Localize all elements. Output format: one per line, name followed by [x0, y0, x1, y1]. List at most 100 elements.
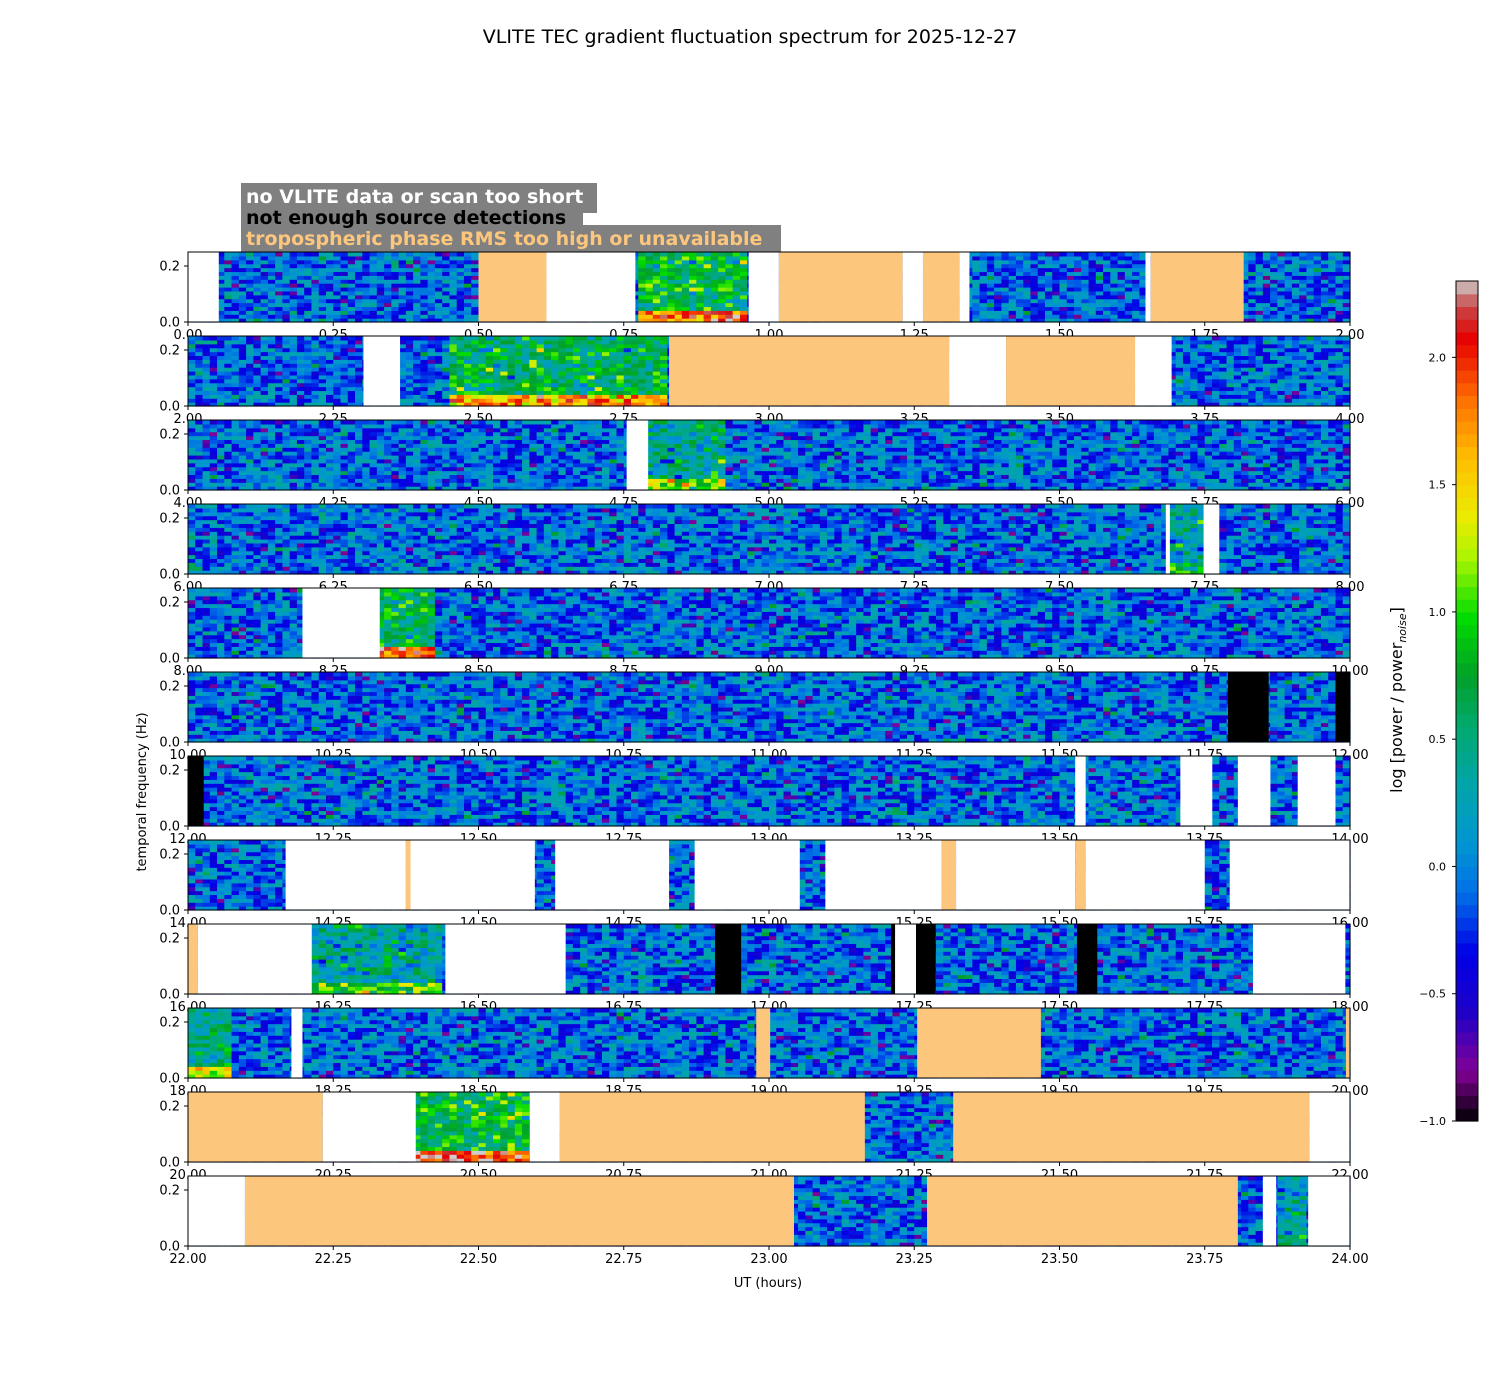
spectrum-cell [304, 287, 312, 291]
spectrum-cell [660, 303, 668, 307]
spectrum-cell [311, 283, 319, 287]
spectrum-cell [253, 271, 261, 275]
spectrum-cell [675, 291, 683, 295]
spectrum-cell [362, 299, 370, 303]
spectrum-cell [413, 306, 421, 310]
spectrum-cell [232, 299, 240, 303]
spectrum-cell [253, 283, 261, 287]
spectrum-cell [232, 252, 240, 256]
spectrum-cell [442, 256, 450, 260]
spectrum-cell [239, 268, 247, 272]
spectrum-cell [261, 310, 269, 314]
spectrum-cell [232, 275, 240, 279]
spectrum-cell [253, 287, 261, 291]
spectrum-cell [377, 291, 385, 295]
spectrum-cell [384, 287, 392, 291]
spectrum-cell [232, 260, 240, 264]
spectrum-cell [399, 279, 407, 283]
spectrum-cell [311, 268, 319, 272]
panel-1: 0.00.20.00 0.25 0.50 0.75 1.00 1.25 1.50 1.75 2.… [159, 252, 1364, 343]
spectrum-cell [377, 271, 385, 275]
spectrum-cell [232, 287, 240, 291]
spectrum-cell [457, 264, 465, 268]
spectrum-cell [362, 279, 370, 283]
spectrum-cell [362, 271, 370, 275]
spectrum-cell [370, 268, 378, 272]
spectrum-cell [384, 279, 392, 283]
spectrum-cell [275, 256, 283, 260]
spectrum-cell [282, 256, 290, 260]
spectrum-cell [377, 306, 385, 310]
spectrum-cell [290, 268, 298, 272]
spectrum-cell [457, 268, 465, 272]
spectrum-cell [653, 260, 661, 264]
spectrum-cell [224, 275, 232, 279]
spectrum-cell [675, 299, 683, 303]
spectrum-cell [682, 303, 690, 307]
spectrum-cell [333, 256, 341, 260]
spectrum-cell [457, 252, 465, 256]
spectrum-cell [224, 310, 232, 314]
spectrum-cell [297, 260, 305, 264]
spectrum-cell [442, 287, 450, 291]
spectrum-cell [406, 291, 414, 295]
spectrum-cell [282, 279, 290, 283]
spectrum-cell [304, 264, 312, 268]
spectrum-cell [457, 260, 465, 264]
spectrum-cell [420, 256, 428, 260]
spectrum-cell [457, 287, 465, 291]
spectrum-cell [377, 264, 385, 268]
spectrum-cell [348, 275, 356, 279]
spectrum-cell [304, 260, 312, 264]
spectrum-cell [297, 310, 305, 314]
spectrum-cell [282, 252, 290, 256]
spectrum-cell [297, 275, 305, 279]
spectrum-cell [232, 310, 240, 314]
spectrum-cell [333, 264, 341, 268]
spectrum-cell [341, 268, 349, 272]
spectrum-cell [355, 283, 363, 287]
spectrum-cell [311, 291, 319, 295]
spectrum-cell [253, 275, 261, 279]
spectrum-cell [449, 279, 457, 283]
spectrum-cell [319, 252, 327, 256]
spectrum-cell [435, 291, 443, 295]
spectrum-cell [290, 279, 298, 283]
spectrum-cell [660, 295, 668, 299]
spectrum-cell [464, 299, 472, 303]
spectrum-cell [435, 256, 443, 260]
spectrum-cell [638, 279, 646, 283]
spectrum-cell [464, 256, 472, 260]
spectrum-cell [311, 271, 319, 275]
spectrum-cell [391, 287, 399, 291]
spectrum-cell [282, 306, 290, 310]
spectrum-cell [282, 260, 290, 264]
spectrum-cell [682, 299, 690, 303]
spectrum-cell [239, 287, 247, 291]
spectrum-cell [311, 252, 319, 256]
spectrum-cell [646, 279, 654, 283]
spectrum-cell [290, 287, 298, 291]
spectrum-cell [304, 306, 312, 310]
spectrum-cell [682, 314, 690, 318]
spectrum-cell [319, 275, 327, 279]
spectrum-cell [675, 252, 683, 256]
spectrum-cell [457, 299, 465, 303]
spectrum-cell [391, 283, 399, 287]
spectrum-cell [333, 271, 341, 275]
spectrum-cell [420, 264, 428, 268]
spectrum-cell [341, 264, 349, 268]
spectrum-cell [420, 287, 428, 291]
spectrum-cell [377, 310, 385, 314]
spectrum-cell [406, 256, 414, 260]
spectrum-cell [660, 314, 668, 318]
spectrum-cell [391, 256, 399, 260]
spectrum-cell [341, 310, 349, 314]
spectrum-cell [326, 283, 334, 287]
spectrum-cell [464, 271, 472, 275]
spectrum-cell [391, 310, 399, 314]
spectrum-cell [304, 252, 312, 256]
spectrum-cell [224, 287, 232, 291]
spectrum-cell [304, 271, 312, 275]
spectrum-cell [370, 295, 378, 299]
